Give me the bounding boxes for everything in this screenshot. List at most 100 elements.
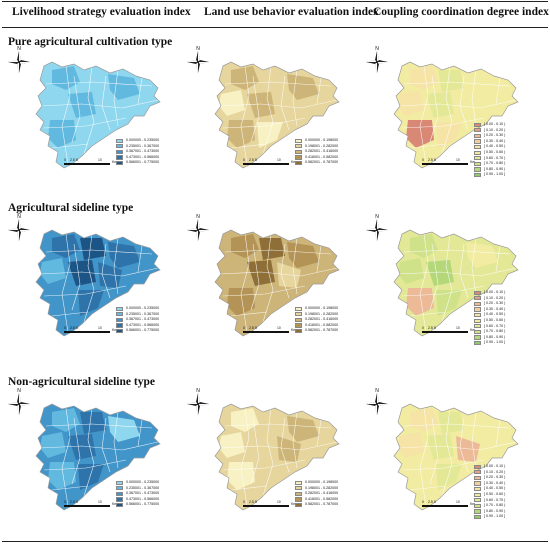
legend-item: [ 0.70 - 0.80 ) xyxy=(474,329,505,335)
legend-item: [ 0.40 - 0.50 ) xyxy=(474,144,505,150)
legend-item: 0.566001 - 0.775000 xyxy=(116,160,159,166)
legend-item: 0.198001 - 0.282000 xyxy=(295,312,338,318)
legend-label: 0.198001 - 0.282000 xyxy=(305,143,339,148)
map-region-patch xyxy=(40,258,66,284)
legend-item: 0.282001 - 0.416000 xyxy=(295,317,338,323)
legend-label: 0.473001 - 0.566000 xyxy=(126,322,160,327)
legend-label: [ 0.80 - 0.90 ) xyxy=(484,166,506,171)
legend-item: 0.416001 - 0.582000 xyxy=(295,155,338,161)
legend-swatch xyxy=(295,149,302,155)
scale-tick-label: 10 xyxy=(98,500,102,504)
legend-swatch xyxy=(116,486,123,491)
legend-label: [ 0.20 - 0.30 ) xyxy=(484,133,506,138)
legend-label: 0.367001 - 0.473000 xyxy=(126,149,160,154)
map-region-patch xyxy=(78,464,104,490)
map-region-patch xyxy=(436,464,462,490)
legend-item: [ 0.70 - 0.80 ) xyxy=(474,161,505,167)
compass-north-label: N xyxy=(17,46,21,52)
compass-rose-icon: N xyxy=(187,214,209,242)
map-legend: 0.000000 - 0.198000 0.198001 - 0.282000 0.… xyxy=(295,306,338,334)
legend-item: [ 0.80 - 0.90 ) xyxy=(474,509,505,515)
legend-label: [ 0.50 - 0.60 ) xyxy=(484,317,506,322)
legend-item: 0.473001 - 0.566000 xyxy=(116,497,159,503)
legend-swatch xyxy=(474,313,481,318)
legend-label: 0.282001 - 0.416000 xyxy=(305,149,339,154)
scale-tick-label: 10 xyxy=(98,326,102,330)
map-region-patch xyxy=(108,74,140,100)
scale-bar: 0 2.5 5 10 Km xyxy=(64,500,117,507)
legend-item: 0.000000 - 0.235000 xyxy=(116,480,159,486)
legend-label: 0.566001 - 0.775000 xyxy=(126,160,160,165)
township-map xyxy=(35,229,161,337)
legend-label: [ 0.00 - 0.10 ) xyxy=(484,464,506,468)
legend-swatch xyxy=(474,498,481,503)
legend-label: [ 0.40 - 0.50 ) xyxy=(484,312,506,317)
map-region-patch xyxy=(259,238,285,260)
legend-swatch xyxy=(116,138,123,143)
scale-tick-label: 0 xyxy=(64,326,66,330)
township-map xyxy=(393,403,519,511)
map-legend: [ 0.00 - 0.10 )[ 0.10 - 0.20 )[ 0.20 - 0… xyxy=(474,464,505,520)
map-region-patch xyxy=(219,90,245,116)
scale-bar: 0 2.5 5 10 Km xyxy=(64,158,117,165)
map-region-patch xyxy=(78,122,104,148)
legend-swatch xyxy=(474,487,481,492)
legend-item: 0.282001 - 0.416000 xyxy=(295,491,338,497)
map-panel-coupling-2: N 0 2.5 5 10 Km[ 0.00 - 0.10 )[ 0.10 - 0.20 )… xyxy=(366,214,536,346)
map-panel-coupling-3: N 0 2.5 5 10 Km [ 0.00 - 0.10 ) [ 0.10 - 0.20 )… xyxy=(366,388,536,520)
compass-rose-icon: N xyxy=(366,388,388,416)
legend-label: 0.000000 - 0.198000 xyxy=(305,138,339,142)
scale-tick-label: 2.5 xyxy=(70,326,75,330)
legend-label: [ 0.30 - 0.40 ) xyxy=(484,306,506,311)
scale-unit-label: Km xyxy=(112,160,118,164)
map-region-patch xyxy=(257,122,283,148)
legend-item: [ 0.20 - 0.30 ) xyxy=(474,133,505,139)
township-map xyxy=(214,229,340,337)
row-title-agricultural-sideline: Agricultural sideline type xyxy=(8,202,134,214)
legend-label: 0.566001 - 0.775000 xyxy=(126,502,160,507)
compass-north-label: N xyxy=(196,46,200,52)
map-region-patch xyxy=(219,432,245,458)
scale-tick-label: 10 xyxy=(456,158,460,162)
legend-label: 0.582001 - 0.787000 xyxy=(305,160,339,165)
legend-label: 0.473001 - 0.566000 xyxy=(126,154,160,159)
scale-tick-label: 2.5 xyxy=(249,500,254,504)
map-region-patch xyxy=(108,416,140,442)
map-region-patch xyxy=(287,74,319,100)
map-legend: [ 0.00 - 0.10 )[ 0.10 - 0.20 )[ 0.20 - 0… xyxy=(474,290,505,346)
scale-tick-label: 0 xyxy=(422,326,424,330)
legend-item: [ 0.10 - 0.20 ) xyxy=(474,470,505,476)
legend-item: 0.235001 - 0.367000 xyxy=(116,312,159,318)
scale-unit-label: Km xyxy=(470,160,476,164)
legend-swatch xyxy=(116,323,123,328)
legend-label: [ 0.30 - 0.40 ) xyxy=(484,480,506,485)
map-region-patch xyxy=(410,408,438,432)
legend-swatch xyxy=(474,503,481,509)
compass-north-label: N xyxy=(375,214,379,220)
legend-label: 0.582001 - 0.787000 xyxy=(305,328,339,333)
map-panel-livelihood-1: N 0 2.5 5 10 Km 0.000000 - 0.235000 0.235001 - … xyxy=(8,46,178,170)
map-panel-livelihood-3: N 0 2.5 5 10 Km 0.000000 - 0.235000 0.235001 - … xyxy=(8,388,178,512)
legend-swatch xyxy=(474,128,481,133)
scale-tick-label: 5 xyxy=(434,326,436,330)
legend-item: 0.473001 - 0.566000 xyxy=(116,155,159,161)
compass-north-label: N xyxy=(375,46,379,52)
scale-bar: 0 2.5 5 10 Km xyxy=(422,500,475,507)
map-region-patch xyxy=(438,412,464,434)
legend-label: 0.416001 - 0.582000 xyxy=(305,154,339,159)
scale-unit-label: Km xyxy=(291,502,297,506)
map-panel-landuse-2: N 0 2.5 5 10 Km 0.000000 - 0.198000 0.198001 - … xyxy=(187,214,357,338)
scale-tick-label: 5 xyxy=(76,158,78,162)
scale-tick-label: 10 xyxy=(277,158,281,162)
map-region-patch xyxy=(108,242,140,268)
legend-swatch xyxy=(295,317,302,323)
legend-item: [ 0.00 - 0.10 ) xyxy=(474,464,505,470)
legend-swatch xyxy=(295,323,302,328)
township-map xyxy=(35,403,161,511)
legend-swatch xyxy=(116,306,123,311)
map-region-patch xyxy=(287,416,319,442)
scale-tick-label: 2.5 xyxy=(249,326,254,330)
map-region-patch xyxy=(247,434,275,460)
legend-label: [ 0.60 - 0.70 ) xyxy=(484,323,506,328)
scale-tick-label: 2.5 xyxy=(428,158,433,162)
